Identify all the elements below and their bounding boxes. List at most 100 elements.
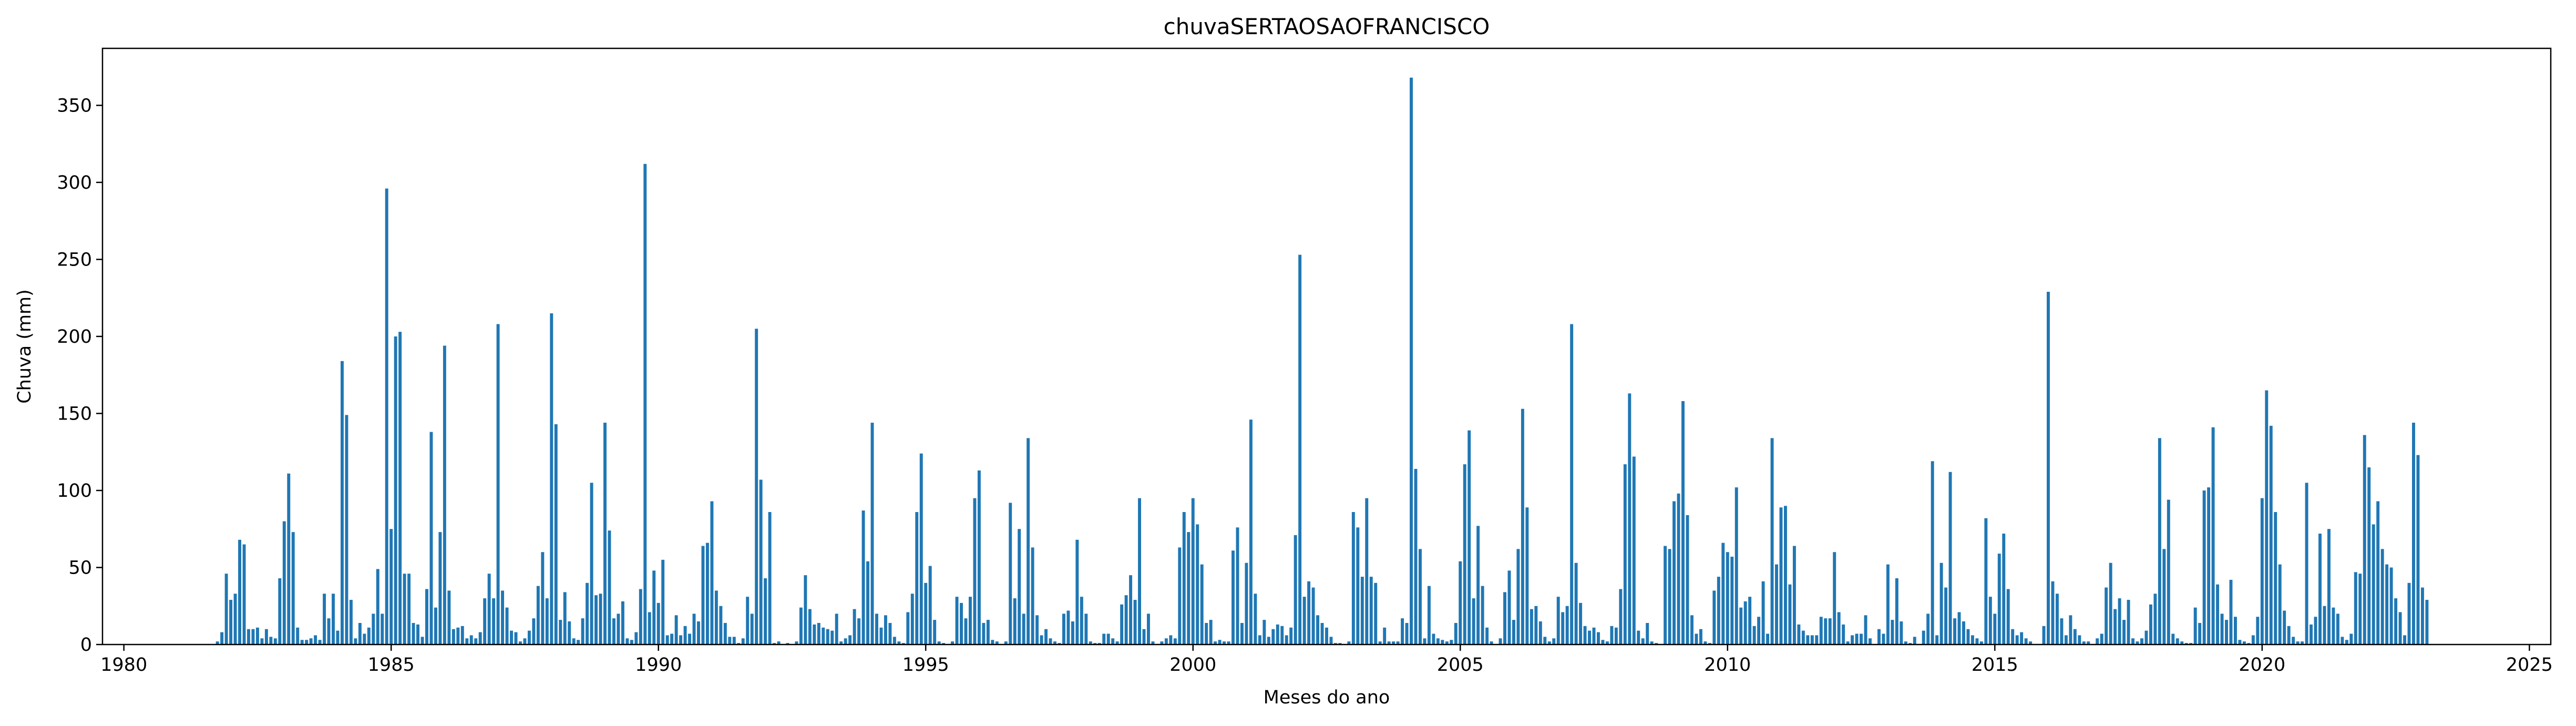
bar xyxy=(2296,641,2300,645)
bar xyxy=(1975,638,1979,645)
bar xyxy=(982,622,986,645)
bar xyxy=(1160,641,1164,645)
y-tick-label: 150 xyxy=(57,403,92,424)
y-tick-label: 250 xyxy=(57,249,92,270)
bar xyxy=(1939,563,1943,645)
bar xyxy=(919,453,923,645)
bar xyxy=(1530,609,1533,645)
bar xyxy=(300,640,304,645)
bar xyxy=(1851,635,1854,645)
bar xyxy=(2318,534,2322,645)
bar xyxy=(701,546,705,645)
bar xyxy=(1819,617,1823,645)
bar xyxy=(2332,607,2335,645)
bar xyxy=(501,590,505,645)
bar xyxy=(1302,597,1306,645)
bar xyxy=(2105,587,2108,645)
bar xyxy=(341,361,344,645)
bar xyxy=(1561,612,1565,645)
bar xyxy=(519,641,522,645)
bar xyxy=(692,613,696,645)
bar xyxy=(394,336,397,645)
bar xyxy=(478,632,482,645)
bar xyxy=(1378,641,1382,645)
bar xyxy=(358,622,362,645)
bar xyxy=(1004,641,1008,645)
bar xyxy=(2087,641,2090,645)
bar xyxy=(839,641,843,645)
bar xyxy=(2349,633,2353,645)
bar xyxy=(1681,401,1685,645)
bar xyxy=(2118,598,2121,645)
bar xyxy=(1013,598,1017,645)
bar xyxy=(2372,524,2375,645)
bar xyxy=(1797,624,1801,645)
bar xyxy=(2238,640,2242,645)
bar xyxy=(1236,527,1239,645)
bar xyxy=(1886,564,1890,645)
bar xyxy=(2283,610,2286,645)
bar xyxy=(1333,643,1337,645)
bar xyxy=(523,638,527,645)
bar xyxy=(2078,635,2081,645)
bar xyxy=(1895,578,1898,645)
bar xyxy=(1815,635,1819,645)
bar xyxy=(1538,621,1542,645)
bar xyxy=(2314,617,2317,645)
bar xyxy=(514,632,518,645)
x-tick-label: 2010 xyxy=(1704,655,1751,676)
bar xyxy=(1044,629,1048,645)
bar xyxy=(728,637,732,645)
bar xyxy=(1369,577,1373,645)
bar xyxy=(260,638,264,645)
bar xyxy=(1209,620,1213,645)
bar xyxy=(1708,643,1711,645)
bar xyxy=(2122,620,2126,645)
bar xyxy=(2327,529,2331,645)
bar xyxy=(425,589,428,645)
bar xyxy=(995,641,999,645)
x-axis-label: Meses do ano xyxy=(1264,687,1390,708)
bar xyxy=(2109,563,2112,645)
bar xyxy=(451,629,455,645)
bar xyxy=(572,638,576,645)
bar xyxy=(1129,575,1133,645)
bar xyxy=(924,582,928,645)
bar xyxy=(928,566,932,645)
bar xyxy=(1120,604,1124,645)
bar xyxy=(1115,641,1119,645)
bar xyxy=(897,641,901,645)
bar xyxy=(2274,512,2277,645)
bar xyxy=(1178,547,1182,645)
bar xyxy=(2158,438,2161,645)
bar xyxy=(1953,618,1956,645)
bar xyxy=(1133,600,1137,645)
bar xyxy=(2193,607,2197,645)
bar xyxy=(1761,581,1765,645)
bar xyxy=(630,640,633,645)
bar xyxy=(412,622,415,645)
bar xyxy=(879,627,883,645)
bar xyxy=(545,598,549,645)
bar xyxy=(581,618,584,645)
bar xyxy=(1218,640,1222,645)
x-tick-label: 1995 xyxy=(902,655,949,676)
bar xyxy=(1882,633,1885,645)
bar xyxy=(2229,579,2233,645)
bar xyxy=(541,552,545,645)
bar xyxy=(1646,622,1649,645)
bar xyxy=(1035,615,1039,645)
bar xyxy=(1565,606,1569,645)
bar xyxy=(1419,549,1422,645)
bar xyxy=(2051,581,2055,645)
bar xyxy=(438,532,442,645)
bar xyxy=(1164,638,1168,645)
bar xyxy=(2260,498,2264,645)
bar xyxy=(1788,584,1792,645)
bar xyxy=(1410,77,1413,645)
bar xyxy=(1556,597,1560,645)
bar xyxy=(1289,627,1293,645)
bar xyxy=(705,543,709,645)
bar xyxy=(323,594,326,645)
